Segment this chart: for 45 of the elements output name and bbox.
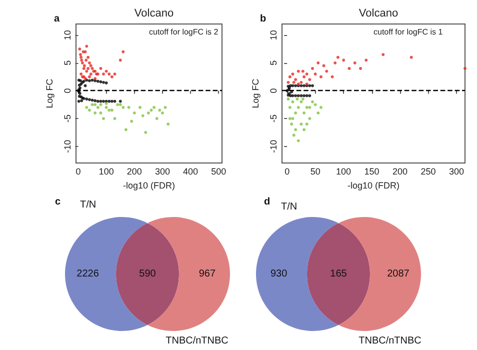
y-tick-label: -10 <box>268 140 278 153</box>
y-tick-label: 0 <box>62 88 72 94</box>
x-axis-title: -log10 (FDR) <box>122 180 176 190</box>
x-tick-label: 50 <box>310 166 320 176</box>
x-tick-label: 200 <box>126 166 142 176</box>
y-tick-label: 0 <box>268 88 278 94</box>
y-tick-label: 10 <box>62 30 72 40</box>
x-tick-label: 100 <box>336 166 352 176</box>
annotation: cutoff for logFC is 2 <box>149 28 219 36</box>
y-tick-label: 5 <box>62 60 72 66</box>
text: b <box>260 14 266 24</box>
y-tick-label: 10 <box>268 30 278 40</box>
y-tick-label: -5 <box>62 114 72 123</box>
text: c <box>55 196 61 208</box>
chart-title: Volcano <box>358 8 398 20</box>
data-label: 2226 <box>76 268 100 280</box>
text: a <box>54 14 60 24</box>
x-tick-label: 300 <box>154 166 170 176</box>
x-tick-label: 100 <box>98 166 114 176</box>
data-label: 590 <box>139 268 156 280</box>
text: TNBC/nTNBC <box>166 336 228 346</box>
text: T/N <box>80 200 96 210</box>
x-tick-label: 400 <box>183 166 198 176</box>
x-tick-label: 300 <box>449 166 464 176</box>
y-axis-title: Log FC <box>44 78 54 108</box>
x-tick-label: 0 <box>284 166 290 176</box>
y-tick-label: 5 <box>268 60 278 66</box>
x-tick-label: 200 <box>392 166 408 176</box>
chart-title: Volcano <box>134 8 174 20</box>
y-axis-title: Log FC <box>250 78 260 108</box>
x-tick-label: 500 <box>211 166 226 176</box>
data-label: 2087 <box>387 268 410 280</box>
data-label: 967 <box>198 268 216 280</box>
text: T/N <box>281 202 298 212</box>
text: TNBC/nTNBC <box>358 336 422 346</box>
x-tick-label: 150 <box>364 166 380 176</box>
annotation: cutoff for logFC is 1 <box>374 28 444 36</box>
x-tick-label: 0 <box>76 166 81 176</box>
data-label: 165 <box>330 268 348 280</box>
text: d <box>264 196 270 208</box>
data-label: 930 <box>270 268 288 280</box>
y-tick-label: -5 <box>268 114 278 123</box>
x-tick-label: 250 <box>420 166 436 176</box>
y-tick-label: -10 <box>62 140 72 153</box>
x-axis-title: -log10 (FDR) <box>347 180 400 190</box>
